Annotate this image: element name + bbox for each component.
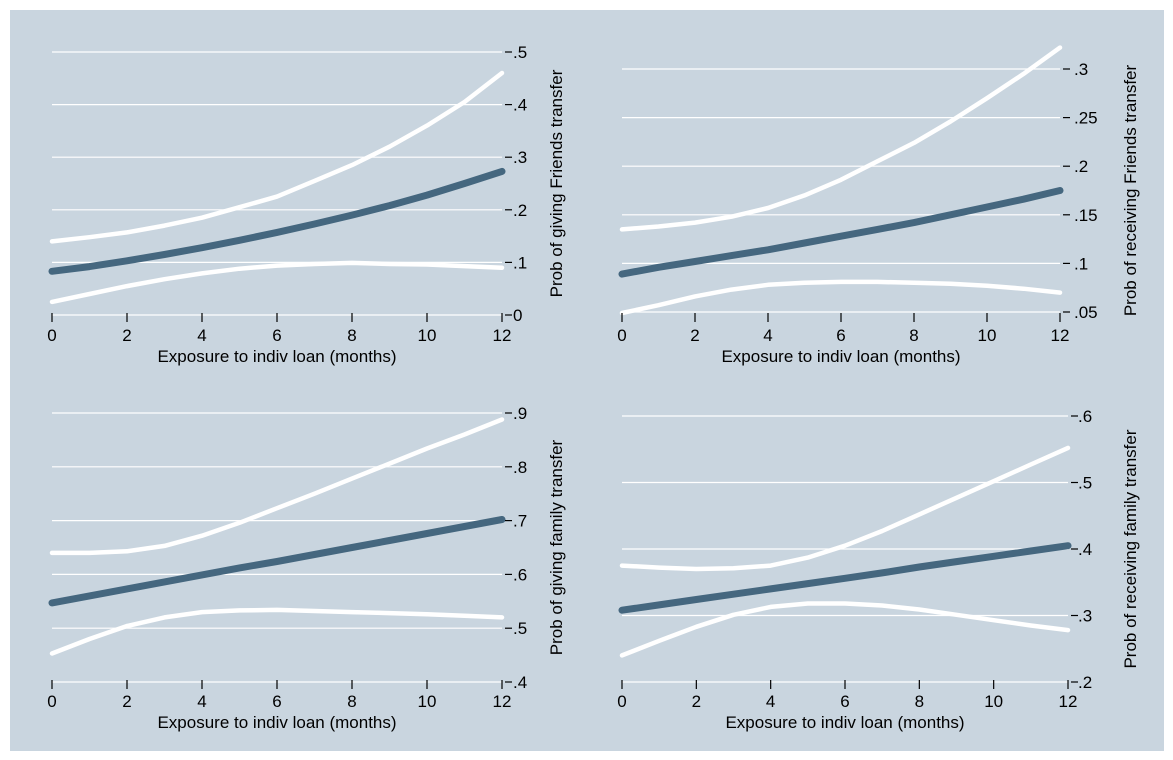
y-tick-label: .3 (1078, 607, 1092, 626)
chart-panel-2: 0 2 4 6 8 10 12 Exposure to indiv loan (months)… (617, 45, 1140, 366)
lower-ci-line (49, 607, 505, 656)
upper-ci-line (49, 70, 505, 244)
estimate-line (48, 167, 506, 275)
x-tick-label: 10 (978, 326, 997, 345)
y-axis-title: Prob of giving Friends transfer (547, 69, 566, 297)
y-tick-label: .3 (513, 148, 527, 167)
y-tick-label: .2 (1074, 157, 1088, 176)
y-tick-label: .3 (1074, 60, 1088, 79)
x-tick-label: 0 (617, 692, 626, 711)
upper-ci-line (49, 417, 505, 556)
y-tick-label: .1 (1074, 254, 1088, 273)
x-tick-label: 4 (197, 692, 206, 711)
upper-ci-line (619, 45, 1063, 232)
x-axis-title: Exposure to indiv loan (months) (725, 713, 964, 732)
upper-ci-line (619, 445, 1071, 572)
y-tick-label: .4 (513, 96, 527, 115)
lower-ci-line (49, 260, 505, 305)
estimate-line (48, 516, 506, 607)
y-tick-label: .4 (1078, 540, 1092, 559)
x-axis-title: Exposure to indiv loan (months) (721, 347, 960, 366)
y-tick-label: .8 (513, 458, 527, 477)
x-tick-label: 12 (493, 326, 512, 345)
x-tick-label: 6 (272, 326, 281, 345)
y-axis-title: Prob of giving family transfer (547, 439, 566, 655)
x-tick-label: 2 (690, 326, 699, 345)
y-tick-label: .25 (1074, 109, 1098, 128)
y-tick-label: .2 (1078, 673, 1092, 692)
x-tick-label: 6 (836, 326, 845, 345)
y-tick-label: .2 (513, 201, 527, 220)
lower-ci-line (619, 279, 1063, 316)
chart-panel-1: 0 2 4 6 8 10 12 Exposure to indiv loan (months)… (47, 43, 566, 366)
x-tick-label: 8 (909, 326, 918, 345)
x-tick-label: 0 (617, 326, 626, 345)
x-tick-label: 8 (915, 692, 924, 711)
chart-figure: 0 2 4 6 8 10 12 Exposure to indiv loan (months)… (10, 10, 1164, 751)
y-tick-label: .7 (513, 512, 527, 531)
y-tick-label: .6 (513, 565, 527, 584)
estimate-line (618, 542, 1072, 614)
x-tick-label: 10 (418, 692, 437, 711)
y-tick-label: .4 (513, 673, 527, 692)
x-axis-title: Exposure to indiv loan (months) (157, 713, 396, 732)
x-tick-label: 10 (984, 692, 1003, 711)
y-tick-label: .5 (513, 43, 527, 62)
y-axis-title: Prob of receiving family transfer (1121, 429, 1140, 668)
chart-panel-4: 0 2 4 6 8 10 12 Exposure to indiv loan (months)… (617, 407, 1140, 732)
estimate-line (618, 187, 1064, 278)
y-tick-label: .1 (513, 253, 527, 272)
figure-background (10, 10, 1164, 751)
y-tick-label: .9 (513, 404, 527, 423)
y-axis-title: Prob of receiving Friends transfer (1121, 65, 1140, 317)
x-tick-label: 4 (763, 326, 772, 345)
x-tick-label: 2 (692, 692, 701, 711)
x-tick-label: 2 (122, 692, 131, 711)
y-tick-label: .5 (1078, 474, 1092, 493)
x-tick-label: 6 (272, 692, 281, 711)
x-tick-label: 8 (347, 326, 356, 345)
y-tick-label: .5 (513, 619, 527, 638)
x-tick-label: 12 (1059, 692, 1078, 711)
x-axis-title: Exposure to indiv loan (months) (157, 347, 396, 366)
x-tick-label: 10 (418, 326, 437, 345)
lower-ci-line (619, 601, 1071, 658)
x-tick-label: 8 (347, 692, 356, 711)
y-tick-label: .15 (1074, 206, 1098, 225)
figure-container: 0 2 4 6 8 10 12 Exposure to indiv loan (months)… (10, 10, 1164, 751)
x-tick-label: 2 (122, 326, 131, 345)
x-tick-label: 0 (47, 326, 56, 345)
x-tick-label: 12 (493, 692, 512, 711)
x-tick-label: 4 (766, 692, 775, 711)
x-tick-label: 4 (197, 326, 206, 345)
y-tick-label: .6 (1078, 407, 1092, 426)
x-tick-label: 12 (1051, 326, 1070, 345)
y-tick-label: .05 (1074, 303, 1098, 322)
y-tick-label: 0 (513, 306, 522, 325)
x-tick-label: 0 (47, 692, 56, 711)
x-tick-label: 6 (840, 692, 849, 711)
chart-panel-3: 0 2 4 6 8 10 12 Exposure to indiv loan (months)… (47, 404, 566, 732)
